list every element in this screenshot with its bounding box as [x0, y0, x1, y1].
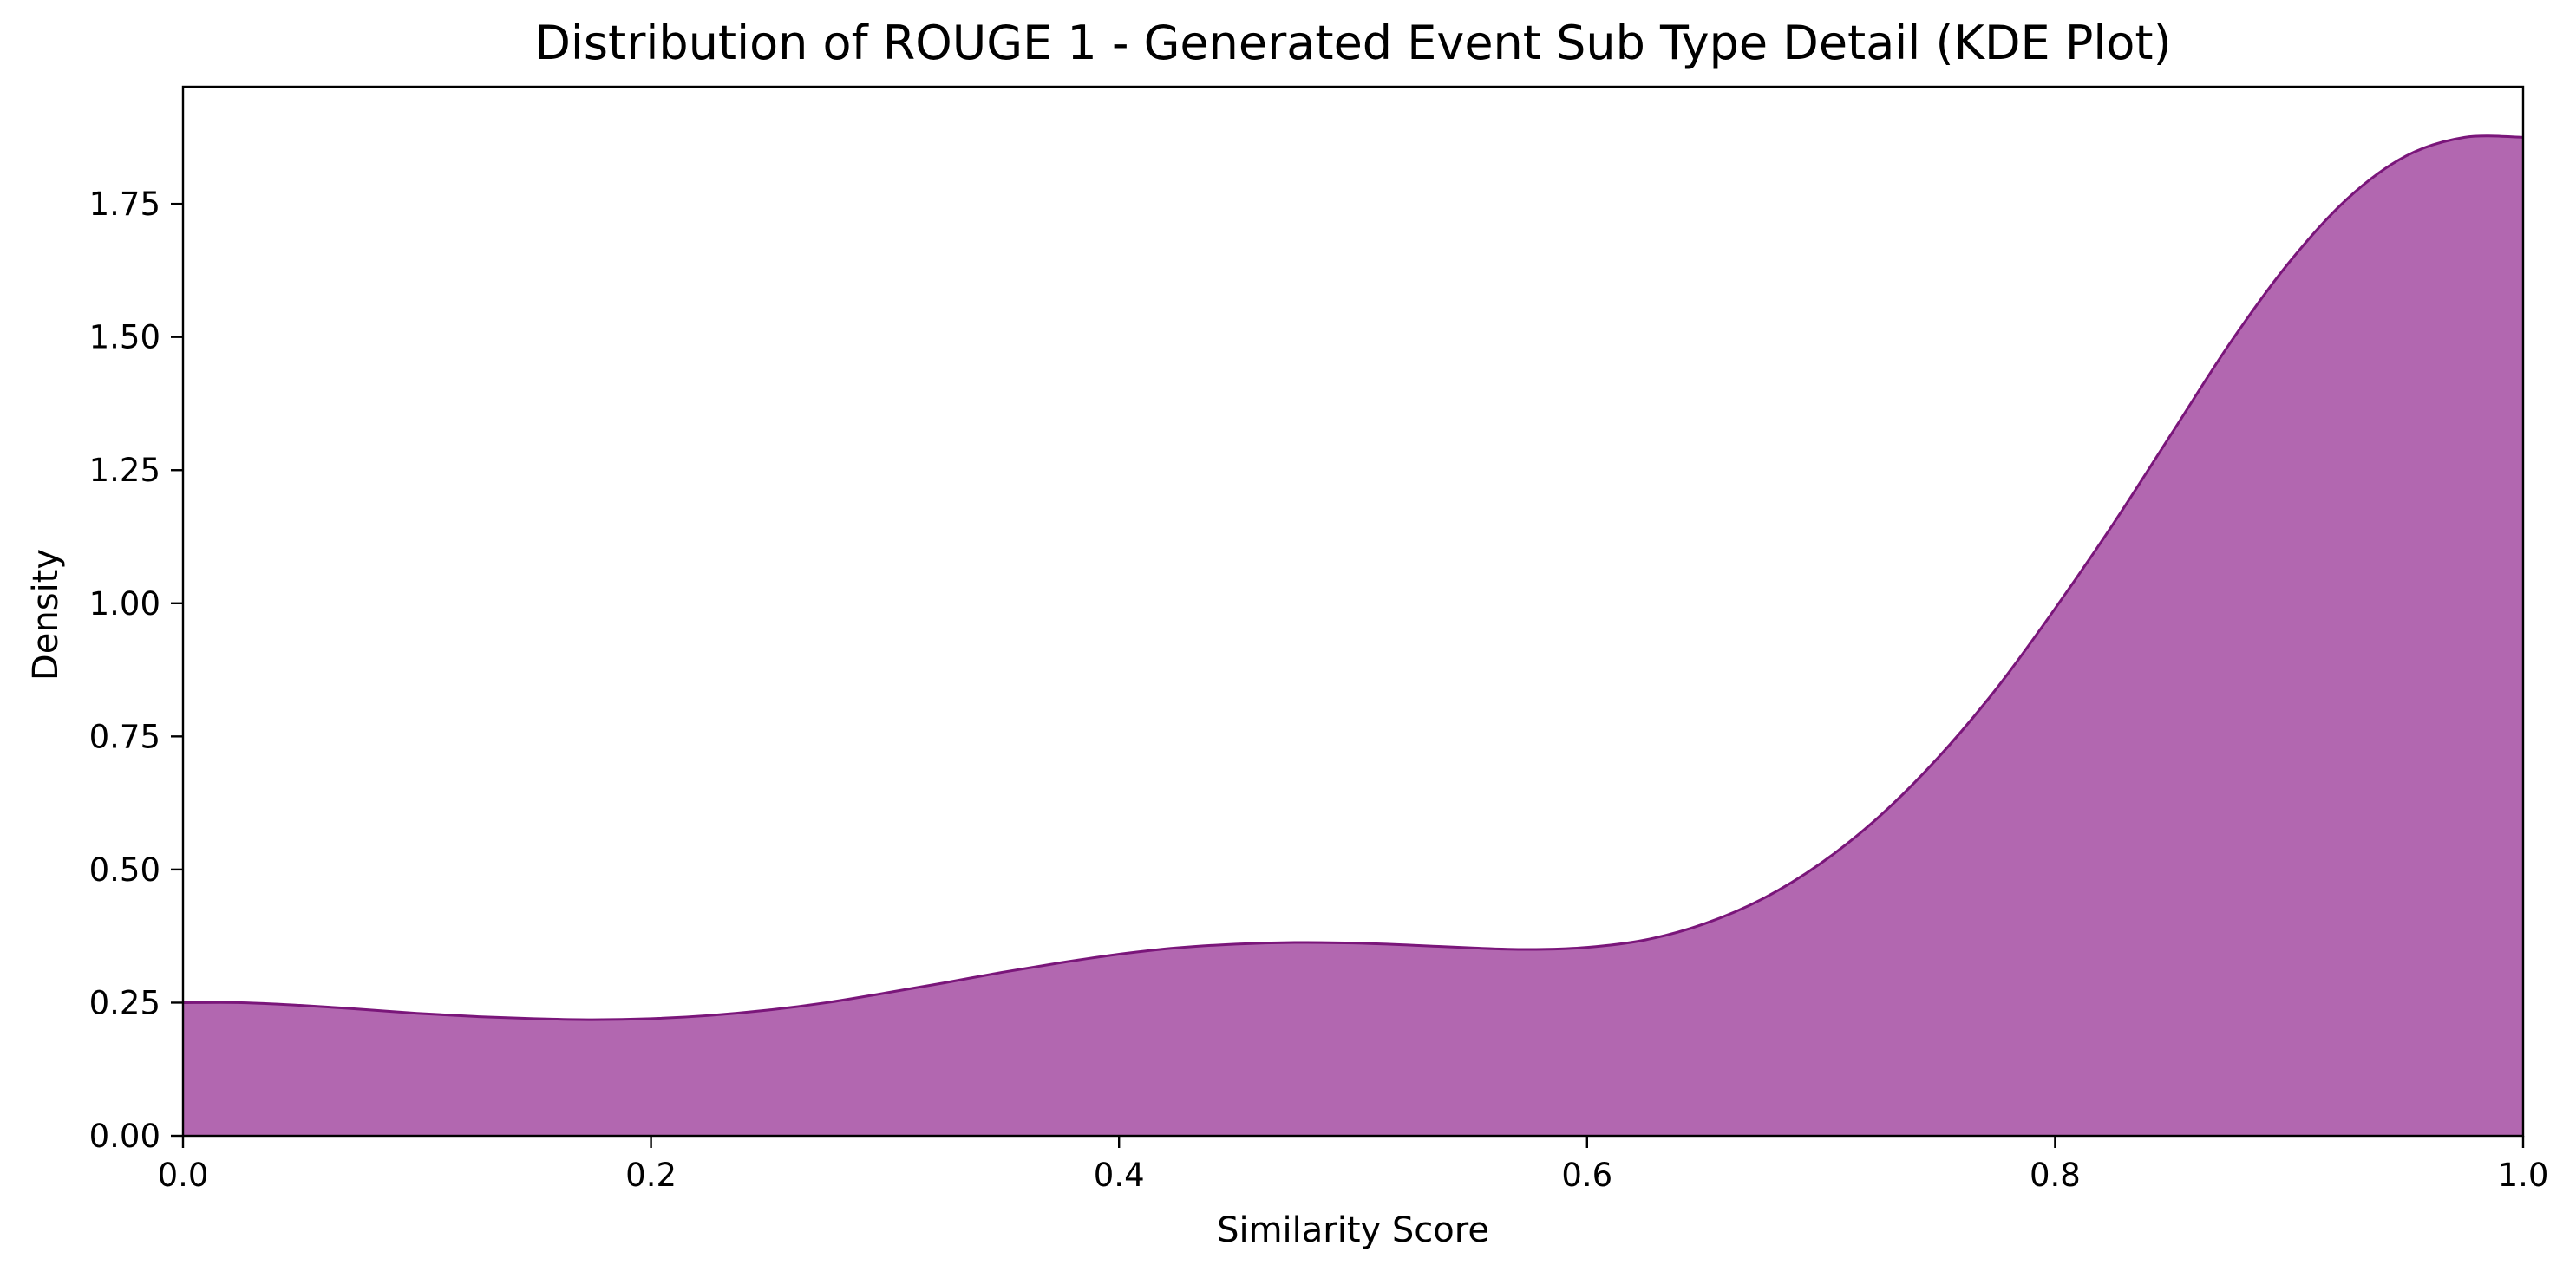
x-tick-label: 0.6: [1561, 1157, 1612, 1194]
kde-area-0: [183, 135, 2523, 1136]
y-axis-label: Density: [26, 549, 66, 681]
x-tick-label: 0.4: [1094, 1157, 1145, 1194]
y-tick-label: 0.50: [89, 851, 160, 889]
x-tick-label: 0.0: [158, 1157, 209, 1194]
y-tick-label: 0.00: [89, 1118, 160, 1155]
y-tick-label: 1.00: [89, 585, 160, 623]
y-tick-label: 1.75: [89, 186, 160, 223]
chart-title: Distribution of ROUGE 1 - Generated Even…: [534, 16, 2171, 70]
kde-line-0: [182, 134, 2524, 1021]
y-tick-label: 0.25: [89, 984, 160, 1021]
x-tick-label: 1.0: [2498, 1157, 2549, 1194]
y-tick-label: 1.50: [89, 319, 160, 356]
y-tick-label: 0.75: [89, 718, 160, 755]
plot-frame: [181, 85, 2525, 1138]
y-tick-label: 1.25: [89, 452, 160, 489]
x-tick-label: 0.2: [625, 1157, 677, 1194]
x-tick-label: 0.8: [2030, 1157, 2081, 1194]
x-axis-label: Similarity Score: [1217, 1210, 1489, 1250]
